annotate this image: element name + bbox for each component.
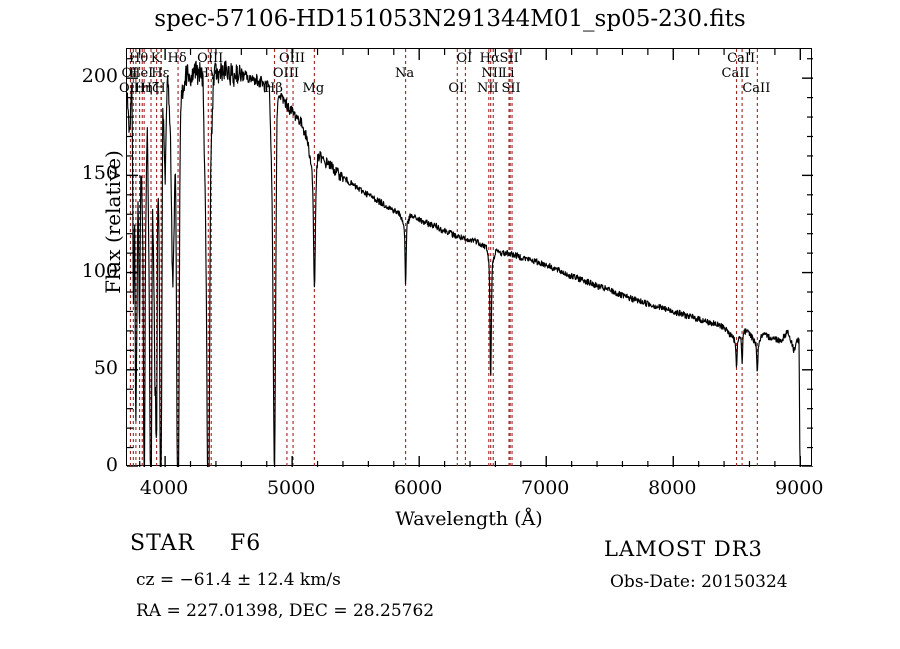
spectral-line-label: NII xyxy=(481,66,504,81)
y-tick-label: 200 xyxy=(81,65,118,88)
spectral-line-label: Hη xyxy=(133,81,153,96)
spectral-line-label: OI xyxy=(456,51,473,66)
observation-date-label: Obs-Date: 20150324 xyxy=(610,572,788,592)
y-axis-label: Flux (relative) xyxy=(101,150,125,294)
spectral-line-label: CaII xyxy=(727,51,756,66)
plot-canvas xyxy=(126,49,813,468)
spectral-line-label: K xyxy=(150,51,161,66)
redshift-velocity-label: cz = −61.4 ± 12.4 km/s xyxy=(136,570,341,590)
spectral-line-label: SII xyxy=(501,81,521,96)
spectral-line-label: OII xyxy=(118,81,140,96)
spectral-line-label: Hζ xyxy=(140,81,160,96)
page-title: spec-57106-HD151053N291344M01_sp05-230.f… xyxy=(154,6,746,32)
y-tick-label: 150 xyxy=(81,162,118,185)
spectral-line-label: NII xyxy=(476,81,499,96)
plot-frame xyxy=(126,48,813,468)
x-tick-label: 4000 xyxy=(139,477,189,499)
spectral-line-label: Hε xyxy=(151,66,170,81)
spectral-line-label: OI xyxy=(121,66,138,81)
x-tick-label: 7000 xyxy=(521,477,570,499)
spectral-line-label: OIII xyxy=(197,51,224,66)
spectral-line-label: CaII xyxy=(721,66,750,81)
spectral-line-label: Hθ xyxy=(128,51,149,66)
x-tick-label: 8000 xyxy=(648,477,697,499)
x-tick-label: 5000 xyxy=(266,477,316,499)
spectral-line-label: Hα xyxy=(479,51,500,66)
x-tick-label: 9000 xyxy=(775,477,824,499)
survey-label: LAMOST DR3 xyxy=(604,537,763,561)
spectrum-plot xyxy=(126,49,813,468)
y-tick-label: 0 xyxy=(105,454,118,476)
spectral-line-label: Hβ xyxy=(264,81,283,96)
x-tick-label: 6000 xyxy=(393,477,443,499)
spectral-line-label: SII xyxy=(499,51,519,66)
spectral-line-label: Hγ xyxy=(197,66,217,81)
object-class-label: STAR F6 xyxy=(130,531,262,556)
y-tick-label: 100 xyxy=(81,259,118,282)
spectral-line-label: CaII xyxy=(742,81,771,96)
spectral-line-label: Hδ xyxy=(167,51,187,66)
spectral-line-label: OIII xyxy=(278,51,306,66)
spectral-line-label: OI xyxy=(448,81,465,96)
spectral-line-label: Na xyxy=(395,66,415,81)
spectral-line-label: Li xyxy=(501,66,515,81)
spectral-line-label: OIII xyxy=(272,66,299,81)
spectrum-curve xyxy=(126,60,802,468)
spectral-line-label: Mg xyxy=(302,81,325,96)
coordinates-label: RA = 227.01398, DEC = 28.25762 xyxy=(136,601,435,621)
x-axis-label: Wavelength (Å) xyxy=(395,508,543,530)
spectral-line-label: HeI xyxy=(129,66,154,81)
y-tick-label: 50 xyxy=(93,356,118,379)
spectral-line-label: H xyxy=(154,81,166,96)
